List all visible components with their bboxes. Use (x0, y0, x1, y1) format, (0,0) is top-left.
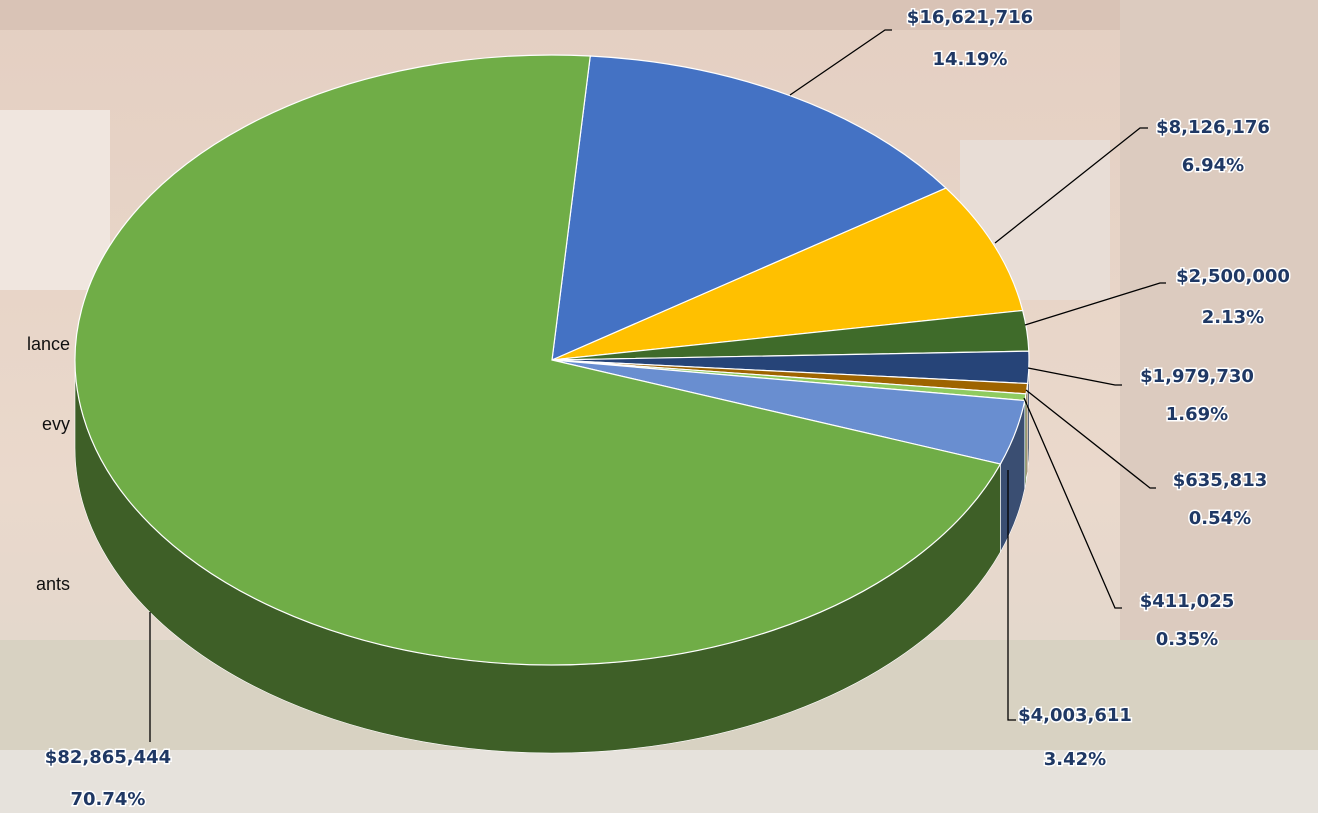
pie-top (75, 55, 1029, 665)
percent-label: 3.42% (1044, 749, 1106, 770)
percent-label: 70.74% (71, 789, 146, 810)
chart: lance evy ants $16,621,716 14.19% $8,126,176… (0, 0, 1318, 813)
legend-label: ants (36, 574, 70, 594)
value-label: $8,126,176 (1156, 117, 1270, 138)
value-label: $2,500,000 (1176, 266, 1290, 287)
value-label: $4,003,611 (1018, 705, 1132, 726)
percent-label: 0.54% (1189, 508, 1251, 529)
percent-label: 1.69% (1166, 404, 1228, 425)
value-label: $82,865,444 (45, 747, 171, 768)
value-label: $16,621,716 (907, 7, 1033, 28)
value-label: $635,813 (1173, 470, 1268, 491)
percent-label: 2.13% (1202, 307, 1264, 328)
legend-label: lance (27, 334, 70, 354)
percent-label: 0.35% (1156, 629, 1218, 650)
legend-label: evy (42, 414, 70, 434)
value-label: $1,979,730 (1140, 366, 1254, 387)
value-label: $411,025 (1140, 591, 1235, 612)
percent-label: 14.19% (933, 49, 1008, 70)
percent-label: 6.94% (1182, 155, 1244, 176)
